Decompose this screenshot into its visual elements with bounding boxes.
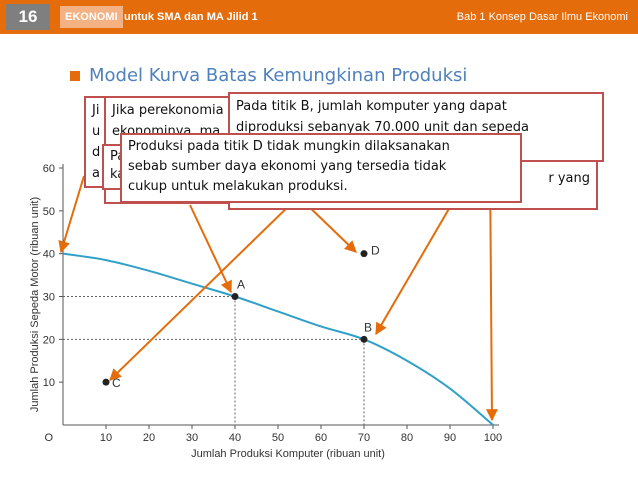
x-tick-label: 90: [444, 432, 456, 444]
x-tick-label: 30: [186, 432, 198, 444]
subject-badge: EKONOMI: [60, 6, 123, 28]
x-tick-label: 20: [143, 432, 155, 444]
square-bullet-icon: [70, 70, 80, 81]
y-tick-label: 20: [43, 334, 55, 346]
callout-d-front: Produksi pada titik D tidak mungkin dila…: [120, 133, 522, 203]
origin-label: O: [44, 432, 53, 444]
ppf-curve: [62, 252, 494, 426]
book-title: untuk SMA dan MA Jilid 1: [124, 11, 258, 23]
y-tick-label: 60: [43, 163, 55, 175]
point-label-b: B: [364, 320, 372, 334]
arrow-to-point-b: [375, 206, 451, 336]
point-d: [360, 250, 368, 258]
y-tick-label: 10: [43, 377, 55, 389]
point-a: [231, 293, 239, 300]
x-tick-label: 80: [401, 432, 413, 444]
y-tick-label: 30: [43, 292, 55, 304]
x-tick-label: 10: [100, 432, 112, 444]
callout-b-front-text: Pada titik B, jumlah komputer yang dapat…: [236, 99, 529, 135]
slide-title: Model Kurva Batas Kemungkinan Produksi: [89, 65, 468, 86]
x-tick-label: 100: [484, 432, 502, 444]
callout-d-front-text: Produksi pada titik D tidak mungkin dila…: [128, 139, 450, 194]
x-axis-title: Jumlah Produksi Komputer (ribuan unit): [191, 448, 385, 460]
point-c: [102, 378, 110, 386]
arrow-to-point-a: [189, 204, 232, 294]
x-tick-label: 70: [358, 432, 370, 444]
arrow-to-y-intercept: [58, 175, 85, 254]
x-tick-label: 40: [229, 432, 241, 444]
header-bar: 16 EKONOMI untuk SMA dan MA Jilid 1 Bab …: [0, 0, 638, 34]
point-label-c: C: [112, 376, 121, 390]
point-b: [360, 335, 368, 343]
y-tick-label: 50: [43, 206, 55, 218]
callout-jika-back-text: Ji u d a: [92, 103, 101, 181]
y-axis-title: Jumlah Produksi Sepeda Motor (ribuan uni…: [29, 197, 41, 412]
page-number: 16: [6, 4, 50, 30]
x-tick-label: 60: [315, 432, 327, 444]
chapter-title: Bab 1 Konsep Dasar Ilmu Ekonomi: [456, 11, 628, 23]
x-tick-label: 50: [272, 432, 284, 444]
point-label-a: A: [237, 278, 245, 292]
callout-b-back-text: r yang: [548, 171, 590, 186]
point-label-d: D: [371, 244, 380, 258]
y-tick-label: 40: [43, 249, 55, 261]
arrow-to-point-c: [109, 199, 296, 381]
slide-title-row: Model Kurva Batas Kemungkinan Produksi: [70, 65, 467, 86]
